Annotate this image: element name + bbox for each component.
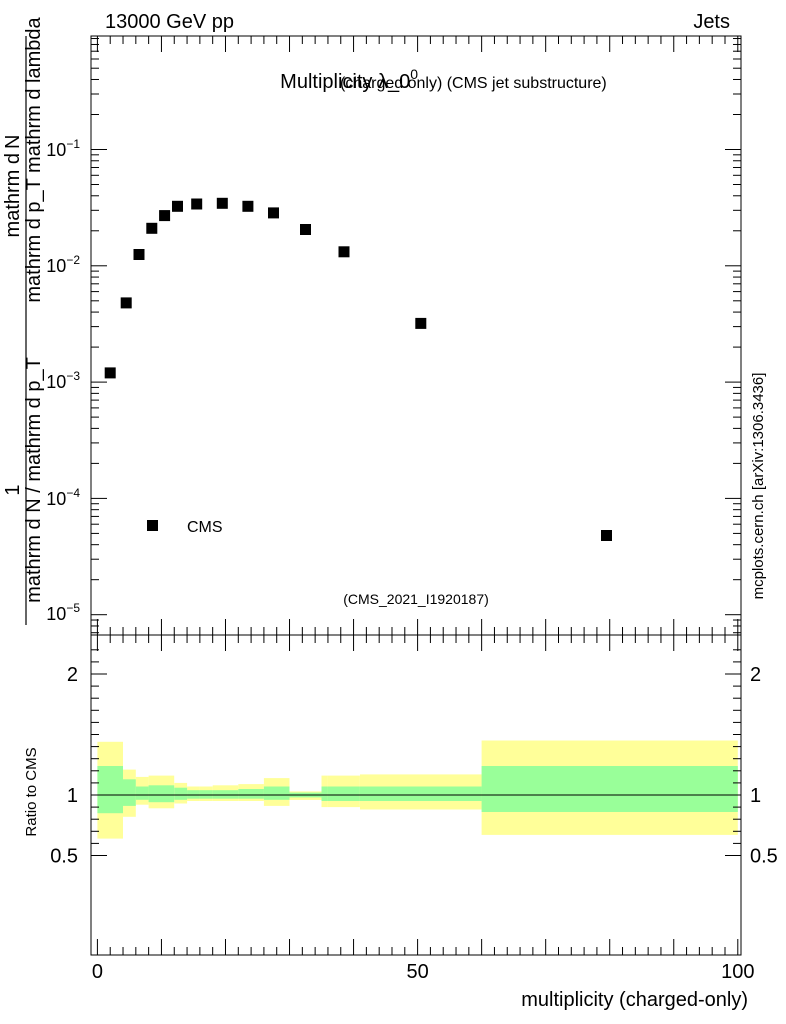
watermark-label: mcplots.cern.ch [arXiv:1306.3436]	[750, 373, 767, 600]
ylabel-denominator-prefix: 1	[2, 484, 24, 495]
xtick-label: 100	[721, 961, 754, 983]
data-marker	[120, 297, 132, 309]
ylabel-denominator: mathrm d N / mathrm d p_T	[23, 357, 45, 603]
main-ytick-labels: 10−5 10−4 10−3 10−2 10−1	[46, 137, 80, 624]
ratio-panel: 0.5 0.5 1 1 2 2 0 50 100 Ratio to CMS multiplici…	[23, 634, 778, 1011]
main-panel: Multiplicity λ_00 (charged only) (CMS je…	[2, 16, 742, 636]
ytick-label-1e-4: 10−4	[46, 486, 80, 509]
uncertainty-band-inner	[187, 790, 200, 799]
data-marker	[415, 317, 427, 329]
ytick-label-1e-3: 10−3	[46, 369, 80, 392]
ytick-label-1e-1: 10−1	[46, 137, 80, 160]
ytick-label-1e-5: 10−5	[46, 601, 80, 624]
uncertainty-band-inner	[321, 786, 328, 801]
ratio-tick-labels: 0.5 0.5 1 1 2 2 0 50 100	[50, 664, 778, 983]
xtick-label: 0	[92, 961, 103, 983]
uncertainty-band-inner	[174, 787, 188, 800]
analysis-id: (CMS_2021_I1920187)	[343, 591, 489, 607]
plot-title: Multiplicity λ_00	[280, 66, 418, 93]
uncertainty-band-inner	[360, 786, 482, 801]
legend-label: CMS	[187, 519, 223, 536]
process-label: Jets	[693, 11, 730, 33]
uncertainty-band-inner	[238, 789, 264, 799]
uncertainty-band-inner	[481, 766, 738, 812]
xtick-label: 50	[406, 961, 428, 983]
data-marker	[338, 246, 350, 258]
ratio-ytick-label-right: 0.5	[750, 846, 778, 868]
ratio-ytick-label-left: 1	[67, 785, 78, 807]
ratio-ytick-label-right: 2	[750, 664, 761, 686]
uncertainty-band-inner	[123, 779, 136, 806]
data-marker	[191, 198, 203, 210]
ratio-bands	[97, 740, 738, 839]
data-marker	[268, 207, 279, 219]
plot-title-superscript: 0	[410, 66, 418, 82]
uncertainty-band-inner	[199, 790, 213, 799]
uncertainty-band-inner	[212, 790, 239, 799]
legend-marker	[147, 520, 158, 531]
data-marker	[159, 210, 171, 222]
energy-label: 13000 GeV pp	[105, 11, 234, 33]
xaxis-label: multiplicity (charged-only)	[521, 989, 748, 1011]
uncertainty-band-inner	[263, 786, 290, 800]
data-marker	[133, 249, 145, 260]
ratio-ticks	[91, 635, 741, 955]
data-marker	[216, 197, 228, 209]
ratio-ytick-label-left: 0.5	[50, 846, 78, 868]
uncertainty-band-inner	[327, 786, 360, 801]
ylabel-numerator-3: mathrm d p_T mathrm d lambda	[23, 16, 45, 302]
data-marker	[146, 222, 158, 234]
uncertainty-band-inner	[135, 786, 149, 800]
data-marker	[104, 367, 116, 379]
ratio-ytick-label-left: 2	[67, 664, 78, 686]
plot-title-main: Multiplicity λ_0	[280, 71, 410, 93]
data-marker	[242, 200, 254, 212]
uncertainty-band-inner	[97, 766, 123, 814]
ylabel-numerator-1: mathrm dN	[2, 135, 24, 238]
plot-title-suffix: (charged only) (CMS jet substructure)	[340, 75, 607, 92]
data-marker	[172, 200, 183, 212]
main-ylabel: 1 mathrm d N / mathrm d p_T mathrm dN ma…	[2, 16, 45, 625]
main-ticks	[91, 36, 741, 635]
legend: CMS	[147, 519, 223, 536]
data-marker	[601, 530, 612, 541]
main-frame	[90, 35, 742, 636]
ratio-ylabel: Ratio to CMS	[23, 747, 40, 836]
uncertainty-band-inner	[148, 785, 175, 803]
ratio-ytick-label-right: 1	[750, 785, 761, 807]
data-markers	[104, 197, 612, 541]
data-marker	[300, 224, 311, 235]
ytick-label-1e-2: 10−2	[46, 253, 80, 276]
